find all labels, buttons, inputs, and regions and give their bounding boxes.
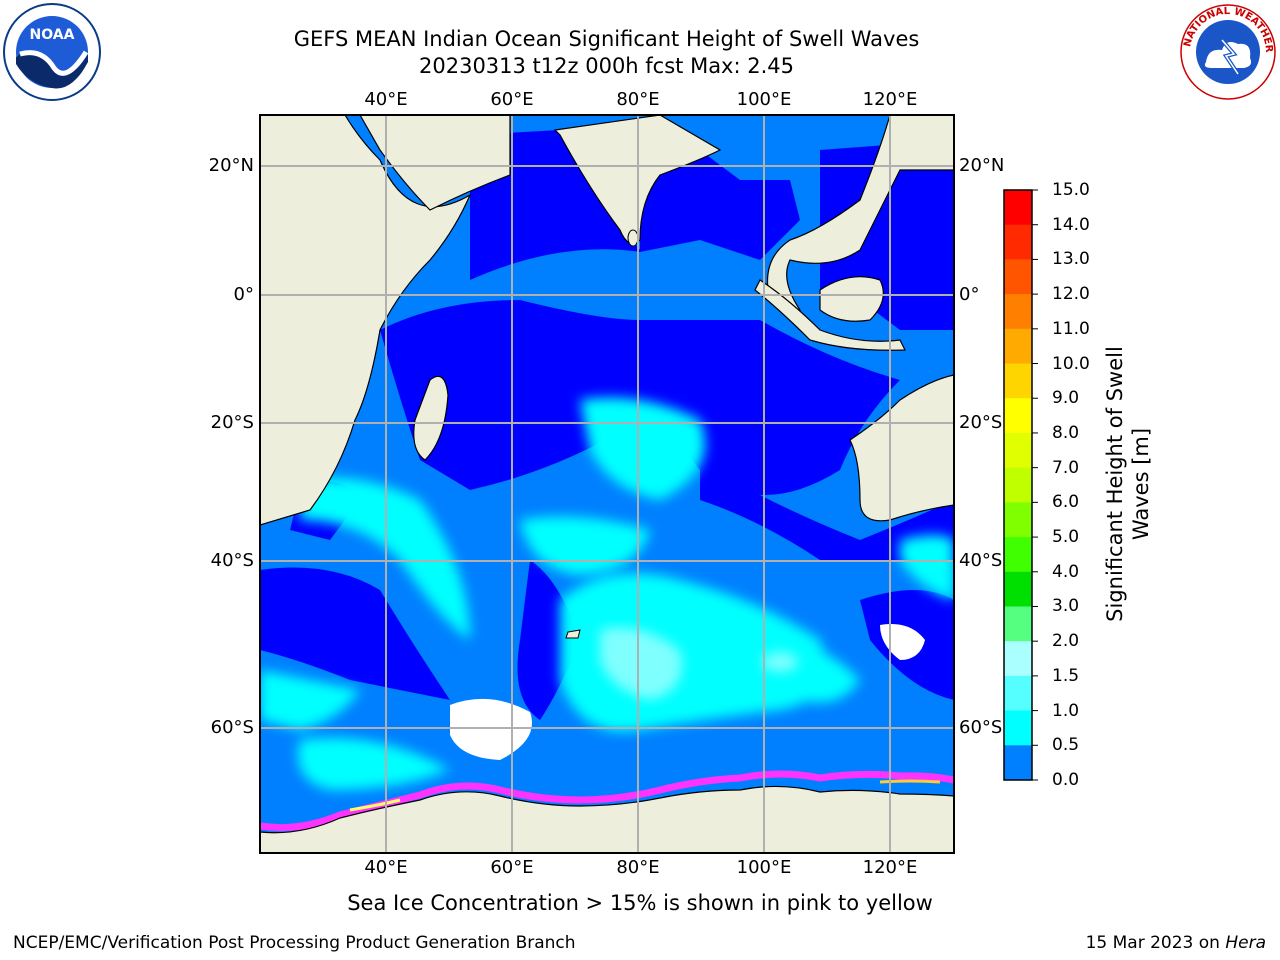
colorbar-tick-label: 0.0 [1052, 770, 1080, 790]
lat-label-right: 20°N [959, 155, 1005, 176]
colorbar-tick-label: 1.5 [1052, 665, 1080, 686]
colorbar-tick-label: 13.0 [1052, 249, 1090, 270]
lat-label-left: 0° [233, 284, 254, 305]
colorbar-tick-label: 14.0 [1052, 214, 1090, 235]
lon-label-bottom: 120°E [862, 857, 918, 878]
colorbar-tick-label: 4.0 [1052, 561, 1080, 582]
noaa-logo: NOAA [3, 3, 101, 101]
lon-label-top: 100°E [736, 89, 792, 110]
lat-label-right: 40°S [959, 550, 1003, 571]
colorbar-band [1004, 641, 1032, 677]
footer-machine: Hera [1225, 933, 1266, 953]
footer-date: 15 Mar 2023 on Hera [1086, 933, 1266, 953]
lat-label-left: 20°S [210, 412, 254, 433]
lon-label-bottom: 80°E [616, 857, 660, 878]
colorbar-tick-label: 6.0 [1052, 492, 1080, 513]
colorbar-band [1004, 259, 1032, 295]
lon-label-top: 80°E [616, 89, 660, 110]
lat-label-left: 20°N [208, 155, 254, 176]
colorbar-band [1004, 675, 1032, 712]
colorbar-band [1004, 537, 1032, 573]
colorbar-tick-label: 5.0 [1052, 527, 1080, 548]
colorbar-tick-label: 2.0 [1052, 631, 1080, 652]
lat-label-right: 60°S [959, 717, 1003, 738]
lon-label-bottom: 40°E [364, 857, 408, 878]
lat-label-right: 20°S [959, 412, 1003, 433]
colorbar-tick-label: 3.0 [1052, 596, 1080, 617]
sea-ice-note: Sea Ice Concentration > 15% is shown in … [347, 891, 933, 915]
lon-label-bottom: 100°E [736, 857, 792, 878]
nws-logo: NATIONAL WEATHER SERVICE [1178, 2, 1276, 100]
high-swell-zones [260, 397, 954, 790]
colorbar-tick-label: 1.0 [1052, 700, 1080, 721]
lon-label-top: 120°E [862, 89, 918, 110]
colorbar-band [1004, 190, 1032, 226]
noaa-logo-text: NOAA [30, 27, 75, 43]
colorbar-tick-label: 10.0 [1052, 353, 1090, 374]
colorbar-tick-label: 0.5 [1052, 735, 1080, 756]
footer-credit: NCEP/EMC/Verification Post Processing Pr… [13, 933, 576, 953]
colorbar-tick-label: 9.0 [1052, 388, 1080, 409]
map-title: GEFS MEAN Indian Ocean Significant Heigh… [293, 27, 920, 51]
lat-label-left: 40°S [210, 550, 254, 571]
colorbar-band [1004, 571, 1032, 607]
colorbar-tick-label: 15.0 [1052, 180, 1090, 200]
colorbar-tick-label: 8.0 [1052, 422, 1080, 443]
peak-swell-zones [600, 627, 798, 700]
colorbar-band [1004, 398, 1032, 434]
colorbar [1003, 189, 1038, 781]
colorbar-band [1004, 432, 1032, 469]
colorbar-band [1004, 606, 1032, 642]
colorbar-band [1004, 467, 1032, 503]
footer-date-text: 15 Mar 2023 on [1085, 933, 1220, 953]
madagascar [413, 375, 449, 461]
colorbar-band [1004, 745, 1032, 781]
lon-label-bottom: 60°E [490, 857, 534, 878]
borneo [819, 276, 884, 322]
lon-label-top: 60°E [490, 89, 534, 110]
colorbar-tick-label: 12.0 [1052, 284, 1090, 305]
colorbar-band [1004, 328, 1032, 365]
map-subtitle: 20230313 t12z 000h fcst Max: 2.45 [419, 54, 794, 78]
colorbar-band [1004, 294, 1032, 330]
colorbar-band [1004, 363, 1032, 399]
arabia [359, 115, 511, 211]
lon-label-top: 40°E [364, 89, 408, 110]
colorbar-frame [1003, 189, 1033, 781]
lat-label-left: 60°S [210, 717, 254, 738]
colorbar-band [1004, 710, 1032, 746]
sri-lanka [627, 229, 639, 247]
colorbar-tick-label: 7.0 [1052, 457, 1080, 478]
antarctica [260, 785, 954, 853]
kerguelen [565, 629, 581, 639]
colorbar-band [1004, 502, 1032, 538]
map-gridlines [260, 115, 954, 853]
colorbar-band [1004, 224, 1032, 260]
colorbar-tick-label: 11.0 [1052, 318, 1090, 339]
colorbar-label: Significant Height of Swell Waves [m] [1103, 346, 1153, 622]
australia [849, 374, 954, 522]
lat-label-right: 0° [959, 284, 980, 305]
map-frame [259, 114, 955, 854]
